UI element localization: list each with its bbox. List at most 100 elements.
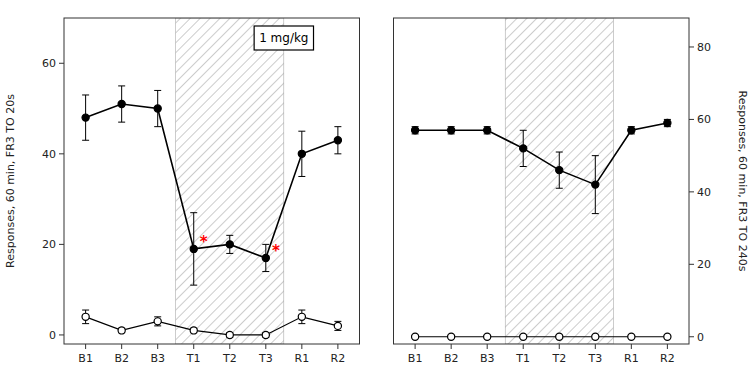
marker (448, 333, 455, 340)
panel: 020406080Responses, 60 min, FR3 TO 240sB… (394, 18, 750, 365)
marker (226, 331, 233, 338)
error-bar (334, 127, 341, 154)
y-tick (59, 334, 64, 335)
marker (118, 327, 125, 334)
data-group (412, 119, 671, 340)
x-tick (451, 344, 452, 349)
series-line (86, 104, 338, 258)
marker (334, 137, 341, 144)
chart: 0 20 40 60 Responses, 60 min, FR3 TO 20s B1 B2… (0, 0, 753, 386)
annotation-mark: * (272, 242, 280, 260)
y-tick-label: 0 (697, 331, 704, 344)
marker (154, 318, 161, 325)
error-bar (226, 235, 233, 253)
marker (154, 105, 161, 112)
y-tick-label: 0 (49, 329, 56, 342)
y-tick (689, 264, 694, 265)
y-tick (689, 336, 694, 337)
marker (334, 322, 341, 329)
error-bar (154, 317, 161, 326)
x-tick-label: B2 (444, 352, 459, 365)
plot-frame (394, 18, 690, 344)
x-tick-label: B1 (408, 352, 423, 365)
series-line (415, 123, 667, 185)
x-tick (157, 344, 158, 349)
panel: 0204060Responses, 60 min, FR3 TO 20sB1B2… (4, 18, 360, 365)
marker (592, 181, 599, 188)
error-bar (592, 156, 599, 214)
error-bar (412, 127, 419, 134)
x-tick (85, 344, 86, 349)
y-tick-label: 60 (42, 57, 56, 70)
marker (412, 127, 419, 134)
x-tick-label: R1 (624, 352, 639, 365)
error-bar (82, 310, 89, 324)
x-tick-label: T2 (551, 352, 566, 365)
marker (448, 127, 455, 134)
marker (82, 114, 89, 121)
y-tick (689, 119, 694, 120)
y-tick-label: 20 (697, 258, 711, 271)
marker (484, 333, 491, 340)
marker (484, 127, 491, 134)
marker (592, 333, 599, 340)
y-tick (59, 244, 64, 245)
error-bar (334, 321, 341, 330)
x-tick (337, 344, 338, 349)
marker (556, 333, 563, 340)
x-tick-label: R2 (331, 352, 346, 365)
x-tick-label: R1 (295, 352, 310, 365)
marker (262, 254, 269, 261)
y-axis-label: Responses, 60 min, FR3 TO 20s (4, 94, 17, 268)
x-tick-label: B3 (150, 352, 165, 365)
error-bar (448, 127, 455, 134)
error-bar (664, 119, 671, 126)
marker (520, 145, 527, 152)
error-bar (484, 127, 491, 134)
x-tick (487, 344, 488, 349)
shaded-region (176, 18, 284, 344)
y-axis-label: Responses, 60 min, FR3 TO 240s (736, 91, 749, 272)
y-tick-label: 40 (42, 148, 56, 161)
x-tick-label: B3 (480, 352, 495, 365)
x-tick (121, 344, 122, 349)
x-tick (415, 344, 416, 349)
marker (412, 333, 419, 340)
error-bar (262, 244, 269, 271)
marker (520, 333, 527, 340)
data-group (82, 86, 341, 339)
y-tick (689, 191, 694, 192)
marker (664, 333, 671, 340)
marker (226, 241, 233, 248)
annotation-box: 1 mg/kg (254, 26, 313, 50)
marker (298, 150, 305, 157)
marker (556, 167, 563, 174)
x-tick (595, 344, 596, 349)
x-tick (667, 344, 668, 349)
y-tick-label: 40 (697, 186, 711, 199)
plot-frame (64, 18, 360, 344)
y-tick-label: 20 (42, 238, 56, 251)
annotation-mark: * (200, 233, 208, 251)
error-bar (520, 130, 527, 166)
marker (628, 333, 635, 340)
x-tick (559, 344, 560, 349)
x-tick-label: T1 (186, 352, 201, 365)
error-bar (298, 131, 305, 176)
x-tick (631, 344, 632, 349)
error-bar (82, 95, 89, 140)
x-tick (193, 344, 194, 349)
y-tick-label: 80 (697, 41, 711, 54)
x-tick (229, 344, 230, 349)
x-tick-label: R2 (660, 352, 675, 365)
x-tick (265, 344, 266, 349)
annotation-label: 1 mg/kg (259, 31, 308, 45)
shaded-region (505, 18, 613, 344)
error-bar (154, 90, 161, 126)
y-tick (59, 153, 64, 154)
marker (190, 245, 197, 252)
annotation-frame (254, 26, 313, 50)
x-tick (523, 344, 524, 349)
x-tick-label: B1 (78, 352, 93, 365)
x-tick-label: T3 (258, 352, 273, 365)
